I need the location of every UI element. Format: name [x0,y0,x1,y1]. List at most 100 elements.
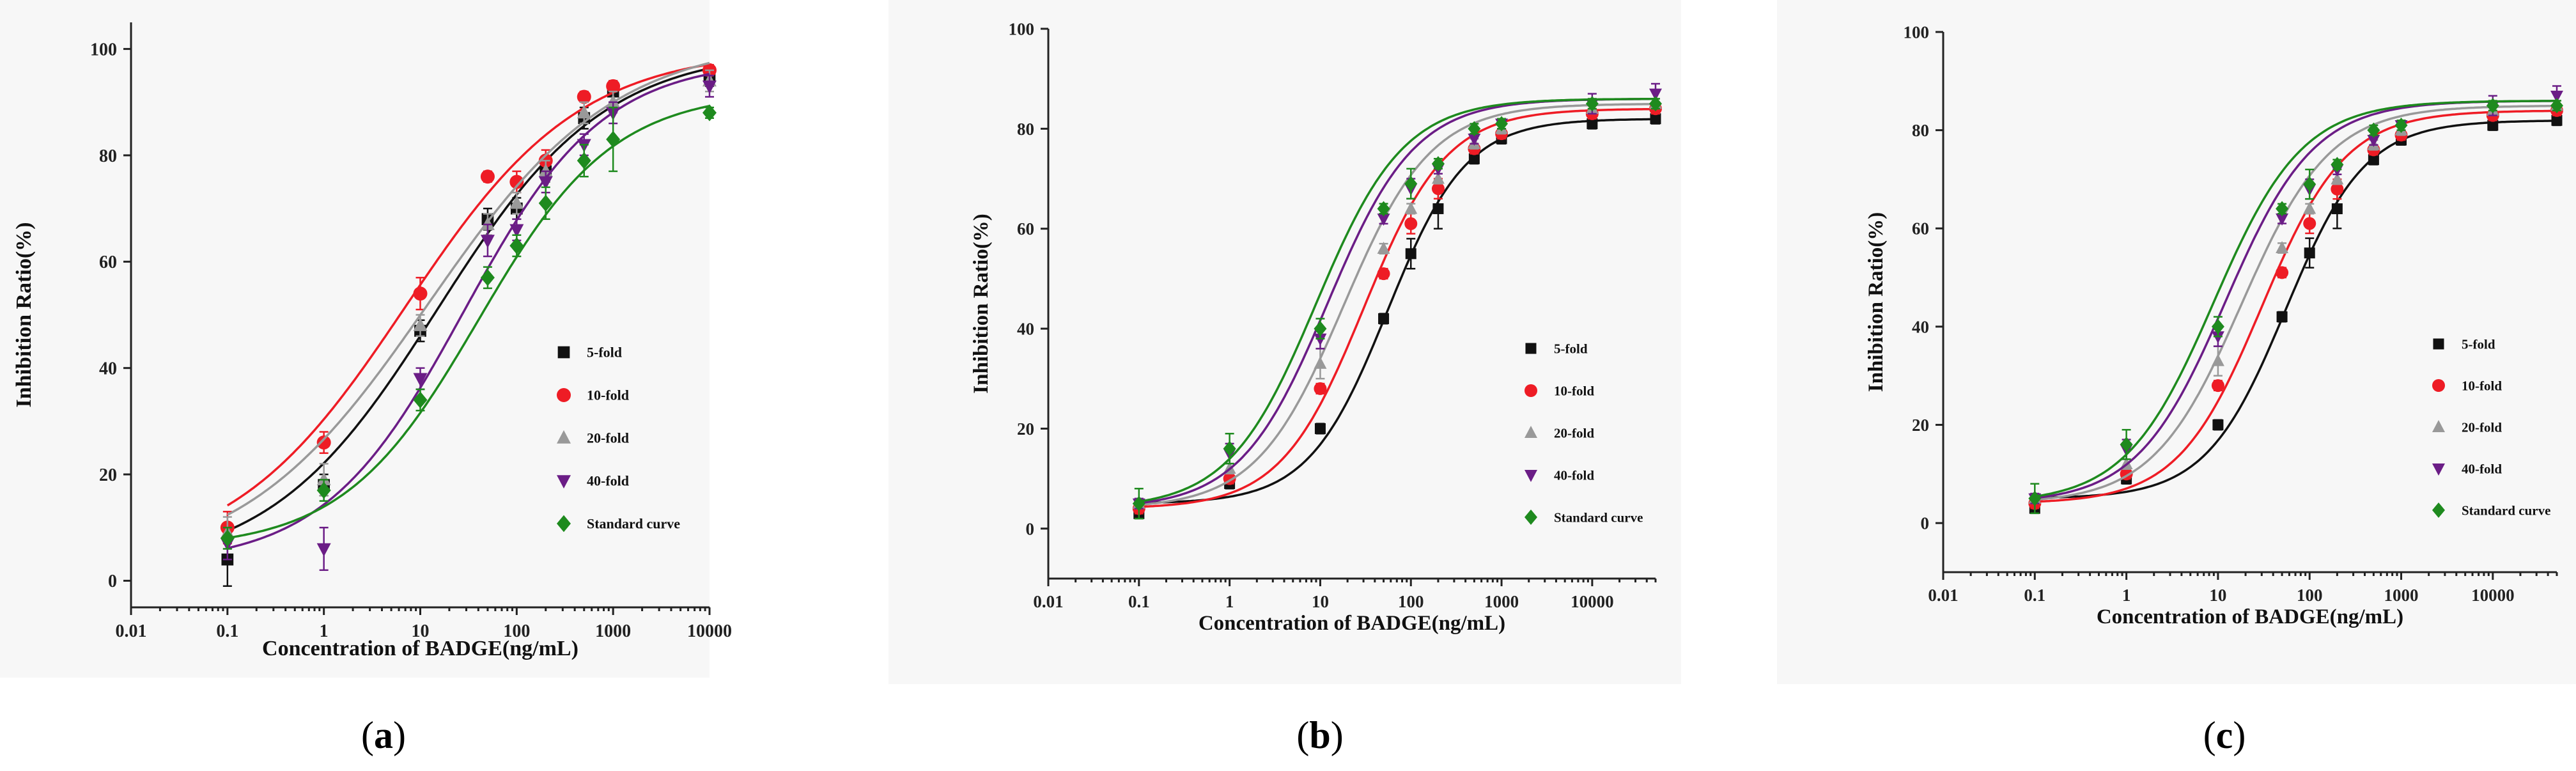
panel-caption-letter: c [2216,714,2233,756]
data-point [2550,90,2563,103]
x-tick-label: 10000 [2471,586,2515,605]
y-tick-label: 0 [1026,519,1035,538]
y-tick-label: 60 [99,253,117,272]
data-point [2367,135,2380,147]
data-point [2367,122,2380,138]
x-tick-label: 0.1 [1128,592,1150,611]
fit-curve [1138,97,1656,503]
x-tick-label: 1 [2122,586,2131,605]
data-point [1431,156,1445,172]
legend-marker [557,515,571,533]
x-tick-label: 100 [503,621,530,641]
panel-caption: (b) [1296,714,1343,756]
panel-c: 0 20 40 60 80 100 0.01 0.1 1 10 100 1000 10000 Concen… [1777,0,2576,756]
legend-label: 20-fold [2462,419,2502,435]
data-point [316,472,331,486]
data-point [2211,379,2224,393]
legend: 5-fold 10-fold 20-fold 40-fold Standard curv… [557,345,680,533]
data-point [1377,214,1390,226]
legend-marker [1525,470,1537,482]
data-point [2276,311,2288,323]
y-tick-label: 60 [1017,219,1034,238]
data-point [2211,331,2224,344]
data-point [413,391,428,409]
fit-curve [226,61,710,516]
data-point [1314,356,1327,369]
legend-label: 40-fold [2462,461,2502,476]
data-point [2120,437,2133,453]
data-point [1587,118,1598,130]
data-point [480,169,495,184]
data-point [2276,241,2289,253]
legend-marker [557,346,570,359]
legend-marker [557,430,571,444]
data-point [316,481,331,499]
data-point [1404,217,1418,230]
x-tick-label: 0.01 [1033,592,1063,611]
legend-label: 40-fold [587,473,629,489]
fit-curve [2035,120,2557,499]
data-point [1431,182,1445,196]
x-tick-label: 1 [1225,592,1234,611]
data-point [1404,176,1418,192]
data-point [2331,157,2344,173]
x-tick-label: 0.01 [116,621,147,641]
data-point [480,216,495,230]
data-point [606,94,621,108]
x-tick-label: 1000 [2384,586,2419,605]
series-standard-curve [2028,98,2563,515]
data-point [2368,154,2379,166]
data-point [1432,203,1444,214]
panel-a: 0 20 40 60 80 100 0.01 0.1 1 10 100 1000 10000 Concen… [0,0,732,756]
data-point [2550,98,2563,114]
data-point [577,90,591,104]
y-tick-label: 20 [1017,419,1034,439]
x-axis-title: Concentration of BADGE(ng/mL) [2097,605,2403,628]
data-point [2028,490,2042,506]
legend-label: Standard curve [1554,510,1643,525]
x-axis-title: Concentration of BADGE(ng/mL) [1199,612,1505,635]
y-tick-label: 20 [1912,416,1929,435]
x-tick-label: 10 [2209,586,2226,605]
data-point [1377,267,1390,281]
data-point [2211,354,2224,366]
legend: 5-fold 10-fold 20-fold 40-fold Standard curv… [2432,336,2550,518]
legend-marker [2432,502,2445,518]
data-point [480,269,495,286]
data-point [220,529,235,547]
legend-marker [2432,463,2445,476]
x-tick-label: 10000 [1571,592,1614,611]
y-tick-label: 40 [1912,317,1929,336]
series-standard-curve [1132,96,1662,520]
panel-background [0,0,710,678]
data-point [1377,242,1390,254]
legend-marker [557,475,571,489]
data-point [1649,88,1662,101]
legend-label: 10-fold [2462,378,2502,393]
data-point [2303,217,2316,230]
data-point [702,81,717,94]
legend-marker [1525,510,1537,525]
y-tick-label: 40 [99,359,117,378]
data-point [1468,153,1480,164]
panel-b: 0 20 40 60 80 100 0.01 0.1 1 10 100 1000 10000 Concen… [888,0,1681,756]
x-tick-label: 0.01 [1928,586,1958,605]
data-point [2303,176,2316,192]
y-axis-title: Inhibition Ratio(%) [12,222,36,408]
legend: 5-fold 10-fold 20-fold 40-fold Standard curv… [1525,341,1643,525]
legend-label: 5-fold [1554,341,1588,356]
data-point [1314,423,1326,434]
fit-curve [2035,104,2557,501]
data-point [538,176,553,190]
data-point [1431,171,1445,184]
data-point [480,235,495,249]
fit-curve [226,63,710,507]
data-point [1377,201,1390,217]
panel-caption: (c) [2203,714,2246,756]
x-tick-label: 1000 [1484,592,1519,611]
data-point [606,130,621,148]
data-point [2276,213,2289,226]
data-point [2331,203,2343,215]
legend-label: 5-fold [587,345,622,361]
